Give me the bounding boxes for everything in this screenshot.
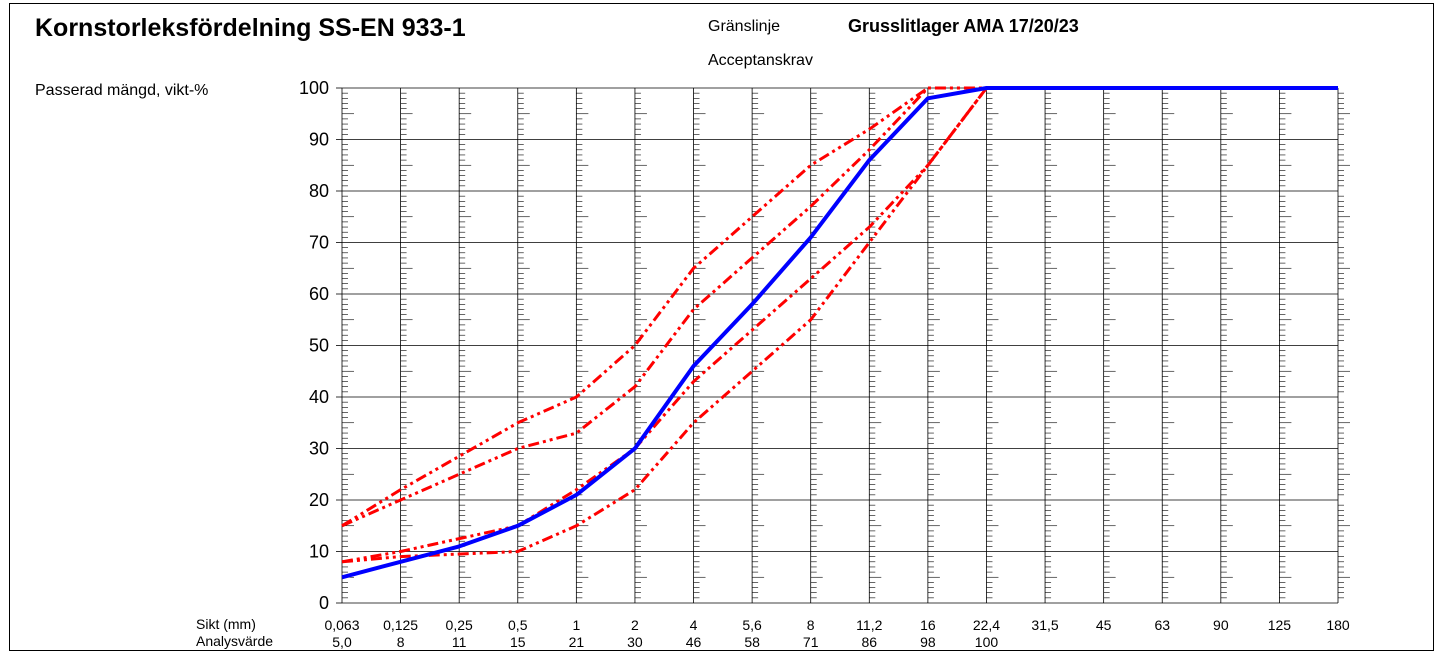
sieve-row-label: Sikt (mm)	[196, 616, 256, 632]
analysis-value: 8	[397, 634, 405, 650]
analysis-value: 46	[686, 634, 702, 650]
limit-curve	[341, 86, 929, 528]
limit-curve	[341, 87, 988, 564]
sieve-tick-label: 16	[920, 617, 936, 633]
sieve-tick-label: 5,6	[742, 617, 762, 633]
y-tick-label: 40	[309, 387, 329, 407]
sieve-tick-label: 0,125	[383, 617, 418, 633]
limit-curve	[341, 87, 988, 564]
sieve-tick-label: 125	[1268, 617, 1292, 633]
y-tick-label: 80	[309, 181, 329, 201]
sieve-tick-label: 0,25	[446, 617, 473, 633]
sieve-tick-label: 63	[1154, 617, 1170, 633]
chart-frame	[9, 3, 1434, 651]
analysis-value: 58	[744, 634, 760, 650]
sieve-tick-label: 90	[1213, 617, 1229, 633]
analysis-value: 86	[862, 634, 878, 650]
y-tick-label: 50	[309, 336, 329, 356]
sieve-tick-label: 1	[572, 617, 580, 633]
sieve-tick-label: 4	[690, 617, 698, 633]
sieve-tick-label: 180	[1326, 617, 1350, 633]
acceptance-label: Acceptanskrav	[708, 52, 813, 69]
y-tick-label: 10	[309, 542, 329, 562]
analysis-value: 71	[803, 634, 819, 650]
y-tick-label: 0	[319, 593, 329, 613]
analysis-value: 100	[975, 634, 999, 650]
y-axis-label: Passerad mängd, vikt-%	[35, 82, 209, 99]
limit-line-label: Gränslinje	[708, 18, 781, 35]
analysis-value: 11	[452, 634, 467, 650]
y-tick-label: 100	[299, 78, 329, 98]
y-tick-label: 90	[309, 130, 329, 150]
sieve-tick-label: 31,5	[1031, 617, 1058, 633]
chart-title: Kornstorleksfördelning SS-EN 933-1	[35, 14, 466, 42]
analysis-value: 30	[627, 634, 643, 650]
analysis-curve	[341, 86, 1338, 580]
specification-name: Grusslitlager AMA 17/20/23	[848, 16, 1079, 36]
analysis-value: 21	[569, 634, 585, 650]
sieve-tick-label: 45	[1096, 617, 1112, 633]
sieve-tick-label: 2	[631, 617, 639, 633]
sieve-tick-label: 0,5	[508, 617, 528, 633]
y-tick-label: 20	[309, 490, 329, 510]
analysis-value: 5,0	[332, 634, 352, 650]
y-tick-label: 70	[309, 233, 329, 253]
y-tick-label: 30	[309, 439, 329, 459]
sieve-tick-label: 0,063	[324, 617, 359, 633]
limit-curve	[341, 86, 987, 528]
sieve-tick-label: 8	[807, 617, 815, 633]
y-tick-label: 60	[309, 284, 329, 304]
analysis-row-label: Analysvärde	[196, 633, 274, 649]
sieve-tick-label: 22,4	[973, 617, 1000, 633]
analysis-value: 15	[510, 634, 526, 650]
analysis-value: 98	[920, 634, 936, 650]
sieve-tick-label: 11,2	[856, 617, 882, 633]
